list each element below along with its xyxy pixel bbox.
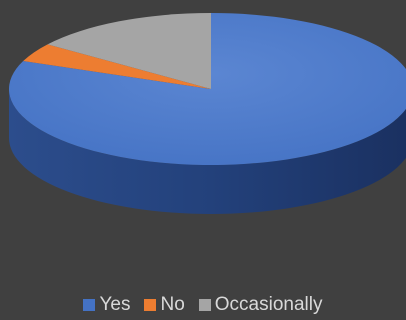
legend-label-occasionally: Occasionally	[214, 294, 323, 315]
legend-label-no: No	[160, 294, 185, 315]
legend-item-occasionally: Occasionally	[198, 294, 323, 316]
legend-swatch-yes	[83, 299, 96, 311]
pie-side-group	[9, 89, 406, 214]
pie-slice-occasionally	[47, 13, 211, 89]
legend-swatch-occasionally	[198, 299, 211, 311]
legend-item-no: No	[144, 294, 185, 316]
legend: Yes No Occasionally	[0, 294, 406, 316]
pie-side-yes	[9, 89, 406, 214]
pie-top-group	[9, 13, 406, 165]
pie-slice-no	[23, 44, 211, 89]
pie-chart-plot	[9, 13, 406, 214]
legend-swatch-no	[144, 299, 157, 311]
legend-label-yes: Yes	[99, 294, 131, 315]
pie-slice-yes	[9, 13, 406, 165]
legend-item-yes: Yes	[83, 294, 130, 316]
